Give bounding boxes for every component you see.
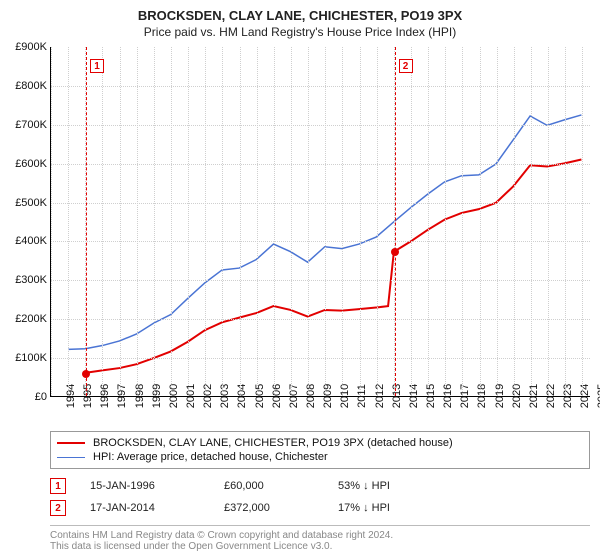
title-block: BROCKSDEN, CLAY LANE, CHICHESTER, PO19 3…	[0, 0, 600, 41]
sale-marker-box: 1	[90, 59, 104, 73]
gridline-v	[377, 47, 378, 396]
y-axis-label: £400K	[15, 235, 51, 247]
gridline-v	[548, 47, 549, 396]
y-axis-label: £900K	[15, 41, 51, 53]
chart-title: BROCKSDEN, CLAY LANE, CHICHESTER, PO19 3…	[0, 8, 600, 23]
sales-date: 15-JAN-1996	[90, 480, 200, 492]
gridline-v	[51, 47, 52, 396]
gridline-v	[137, 47, 138, 396]
gridline-v	[565, 47, 566, 396]
gridline-v	[291, 47, 292, 396]
legend-row: HPI: Average price, detached house, Chic…	[57, 450, 583, 464]
chart-subtitle: Price paid vs. HM Land Registry's House …	[0, 25, 600, 39]
gridline-h	[51, 358, 590, 359]
sales-index-box: 1	[50, 478, 66, 494]
sales-hpi-delta: 17% ↓ HPI	[338, 502, 390, 514]
gridline-v	[531, 47, 532, 396]
gridline-v	[360, 47, 361, 396]
footer-attribution: Contains HM Land Registry data © Crown c…	[50, 525, 590, 552]
gridline-v	[411, 47, 412, 396]
gridline-h	[51, 125, 590, 126]
gridline-v	[68, 47, 69, 396]
legend-swatch	[57, 442, 85, 444]
sale-marker-line	[86, 47, 87, 396]
gridline-v	[205, 47, 206, 396]
gridline-v	[102, 47, 103, 396]
sales-table: 1 15-JAN-1996 £60,000 53% ↓ HPI 2 17-JAN-2014…	[50, 475, 590, 519]
x-axis-label: 2025	[582, 384, 600, 408]
gridline-v	[445, 47, 446, 396]
gridline-v	[514, 47, 515, 396]
gridline-v	[222, 47, 223, 396]
gridline-h	[51, 319, 590, 320]
y-axis-label: £600K	[15, 158, 51, 170]
legend-swatch	[57, 457, 85, 458]
gridline-v	[497, 47, 498, 396]
legend-box: BROCKSDEN, CLAY LANE, CHICHESTER, PO19 3…	[50, 431, 590, 469]
sales-hpi-delta: 53% ↓ HPI	[338, 480, 390, 492]
gridline-v	[428, 47, 429, 396]
sale-marker-dot	[391, 248, 399, 256]
legend-label: HPI: Average price, detached house, Chic…	[93, 451, 328, 463]
gridline-v	[154, 47, 155, 396]
y-axis-label: £0	[35, 391, 51, 403]
gridline-v	[342, 47, 343, 396]
legend-row: BROCKSDEN, CLAY LANE, CHICHESTER, PO19 3…	[57, 436, 583, 450]
sales-date: 17-JAN-2014	[90, 502, 200, 514]
footer-line-1: Contains HM Land Registry data © Crown c…	[50, 530, 590, 541]
gridline-v	[582, 47, 583, 396]
gridline-v	[308, 47, 309, 396]
gridline-v	[480, 47, 481, 396]
gridline-v	[257, 47, 258, 396]
sales-row: 2 17-JAN-2014 £372,000 17% ↓ HPI	[50, 497, 590, 519]
legend-label: BROCKSDEN, CLAY LANE, CHICHESTER, PO19 3…	[93, 437, 453, 449]
gridline-h	[51, 280, 590, 281]
sales-row: 1 15-JAN-1996 £60,000 53% ↓ HPI	[50, 475, 590, 497]
sales-price: £60,000	[224, 480, 314, 492]
gridline-v	[188, 47, 189, 396]
gridline-h	[51, 86, 590, 87]
sale-marker-line	[395, 47, 396, 396]
gridline-v	[462, 47, 463, 396]
sales-price: £372,000	[224, 502, 314, 514]
sale-marker-box: 2	[399, 59, 413, 73]
gridline-v	[120, 47, 121, 396]
gridline-v	[240, 47, 241, 396]
y-axis-label: £200K	[15, 313, 51, 325]
chart-plot-area: £0£100K£200K£300K£400K£500K£600K£700K£80…	[50, 47, 590, 397]
gridline-v	[325, 47, 326, 396]
y-axis-label: £300K	[15, 274, 51, 286]
gridline-h	[51, 164, 590, 165]
chart-svg	[51, 47, 590, 396]
sales-index-box: 2	[50, 500, 66, 516]
gridline-h	[51, 203, 590, 204]
gridline-v	[171, 47, 172, 396]
y-axis-label: £700K	[15, 119, 51, 131]
gridline-v	[274, 47, 275, 396]
series-subject	[86, 159, 581, 372]
y-axis-label: £800K	[15, 80, 51, 92]
y-axis-label: £500K	[15, 197, 51, 209]
footer-line-2: This data is licensed under the Open Gov…	[50, 541, 590, 552]
y-axis-label: £100K	[15, 352, 51, 364]
gridline-h	[51, 241, 590, 242]
sale-marker-dot	[82, 370, 90, 378]
